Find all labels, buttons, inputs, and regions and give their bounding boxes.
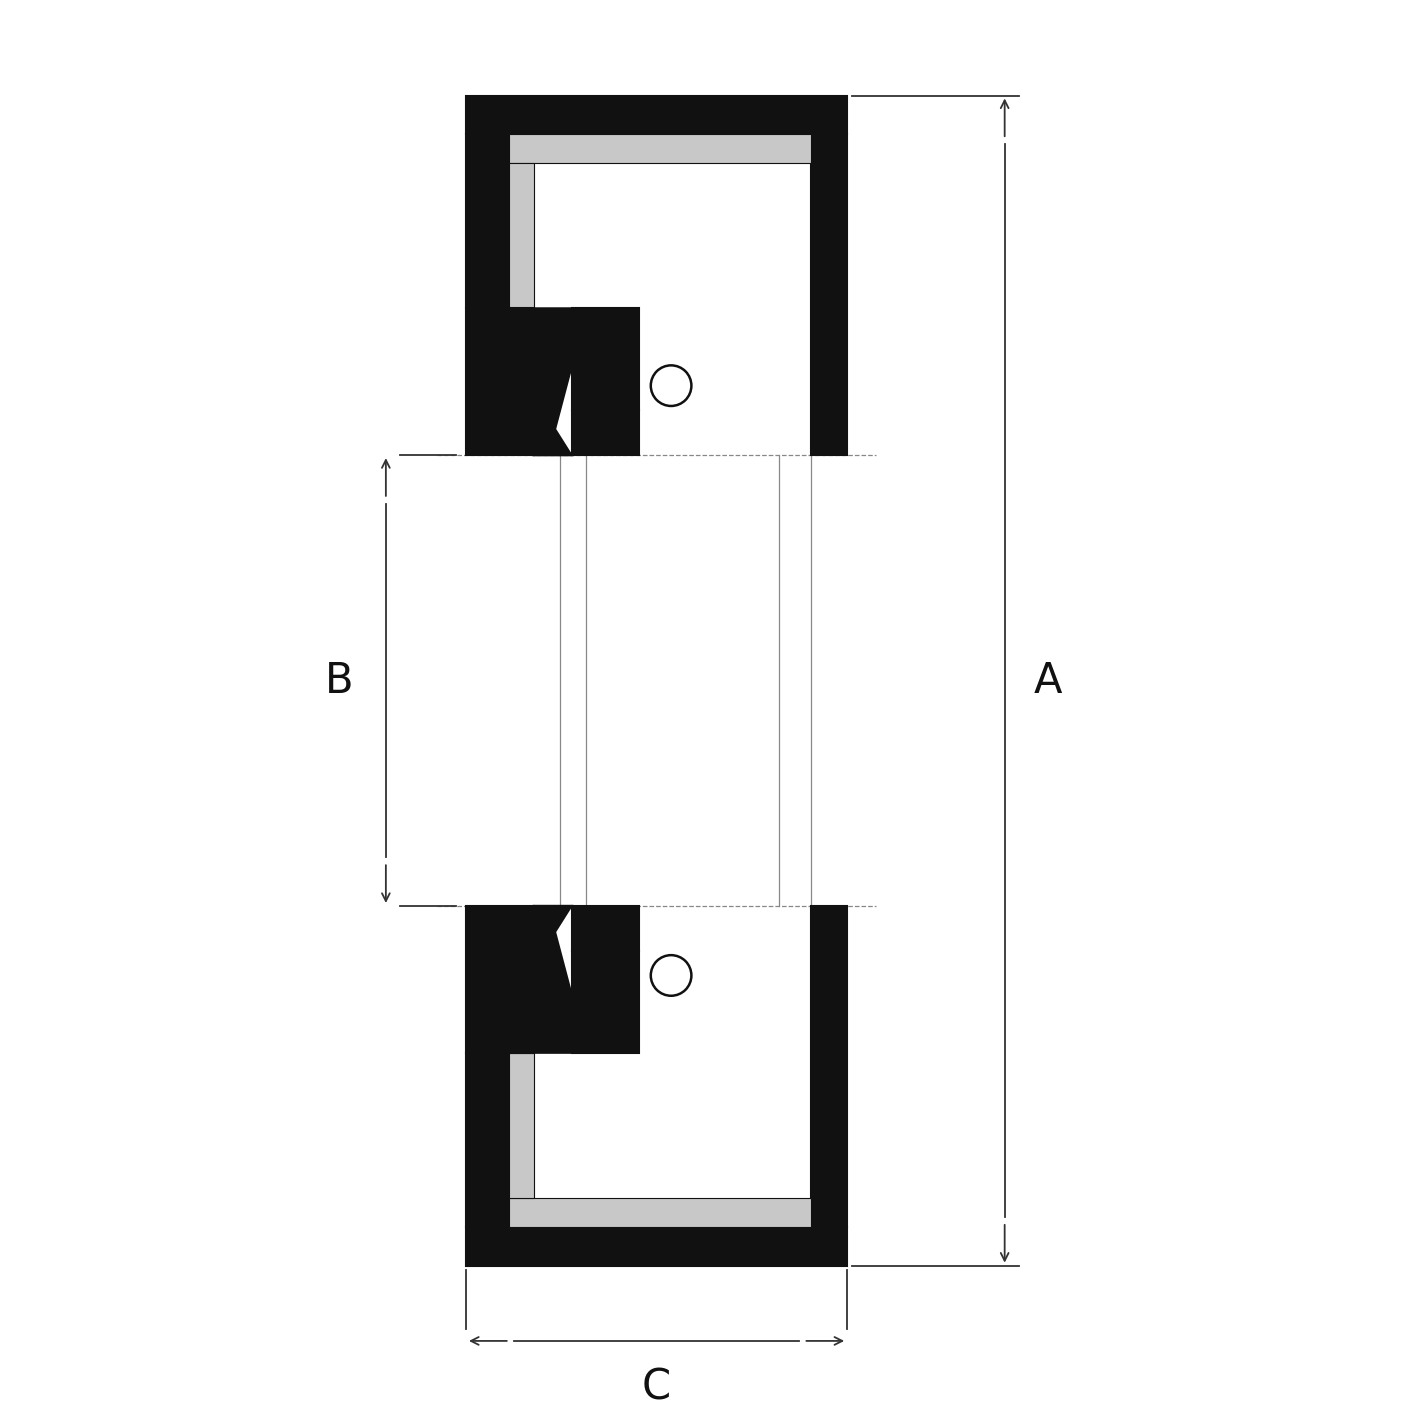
Polygon shape [467, 1053, 509, 1227]
Polygon shape [571, 409, 640, 456]
Polygon shape [811, 905, 846, 1227]
Polygon shape [571, 905, 640, 952]
Text: A: A [1033, 659, 1063, 702]
Polygon shape [534, 905, 571, 1004]
Polygon shape [509, 134, 811, 163]
Polygon shape [467, 1227, 846, 1265]
Polygon shape [534, 932, 586, 1053]
Polygon shape [467, 308, 534, 456]
Circle shape [651, 955, 692, 995]
Text: C: C [643, 1367, 671, 1406]
Polygon shape [811, 134, 846, 456]
Polygon shape [467, 905, 534, 1053]
Text: B: B [325, 659, 354, 702]
Polygon shape [534, 308, 586, 429]
Polygon shape [509, 1053, 534, 1198]
Polygon shape [571, 308, 640, 409]
Polygon shape [571, 952, 640, 1053]
Polygon shape [467, 96, 846, 134]
Polygon shape [509, 1198, 811, 1227]
Polygon shape [534, 357, 571, 456]
Polygon shape [467, 134, 509, 308]
Circle shape [651, 366, 692, 406]
Polygon shape [509, 163, 534, 308]
